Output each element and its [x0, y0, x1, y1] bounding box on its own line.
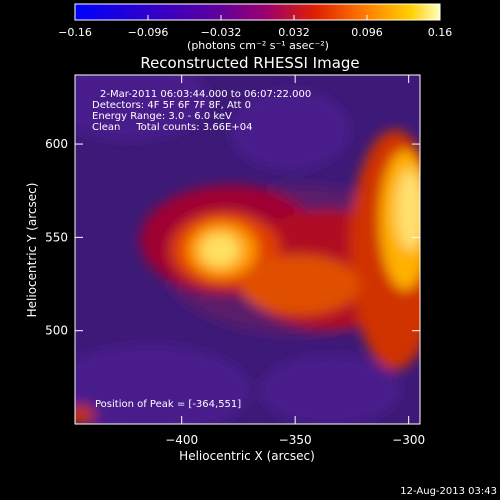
y-tick-label: 500 — [45, 324, 68, 338]
x-axis: −400 −350 −300 — [165, 75, 425, 447]
colorbar-tick-label: 0.032 — [278, 26, 310, 39]
colorbar — [74, 3, 441, 21]
y-tick-label: 550 — [45, 230, 68, 244]
colorbar-tick-label: −0.16 — [58, 26, 92, 39]
colorbar-tick-label: −0.096 — [128, 26, 169, 39]
peak-position-label: Position of Peak = [-364,551] — [95, 399, 241, 410]
y-tick-label: 600 — [45, 137, 68, 151]
chart-title: Reconstructed RHESSI Image — [140, 54, 359, 72]
colorbar-ticks: −0.16 −0.096 −0.032 0.032 0.096 0.16 — [58, 15, 452, 39]
colorbar-tick-label: 0.16 — [428, 26, 453, 39]
y-axis: 500 550 600 — [45, 137, 420, 338]
plot-frame — [74, 74, 421, 425]
info-line-counts: Clean Total counts: 3.66E+04 — [92, 122, 252, 133]
info-block: 2-Mar-2011 06:03:44.000 to 06:07:22.000 … — [92, 89, 311, 133]
x-tick-label: −400 — [165, 433, 198, 447]
info-line-time: 2-Mar-2011 06:03:44.000 to 06:07:22.000 — [100, 89, 311, 100]
info-line-energy: Energy Range: 3.0 - 6.0 keV — [92, 111, 232, 122]
y-axis-label: Heliocentric Y (arcsec) — [25, 183, 39, 318]
x-tick-label: −350 — [279, 433, 312, 447]
info-line-detectors: Detectors: 4F 5F 6F 7F 8F, Att 0 — [92, 100, 251, 111]
colorbar-unit-label: (photons cm⁻² s⁻¹ asec⁻²) — [187, 39, 329, 52]
x-tick-label: −300 — [392, 433, 425, 447]
heatmap-image — [75, 75, 420, 424]
colorbar-tick-label: 0.096 — [351, 26, 383, 39]
colorbar-tick-label: −0.032 — [201, 26, 242, 39]
footer-date: 12-Aug-2013 03:43 — [400, 486, 497, 497]
x-axis-label: Heliocentric X (arcsec) — [179, 449, 315, 463]
